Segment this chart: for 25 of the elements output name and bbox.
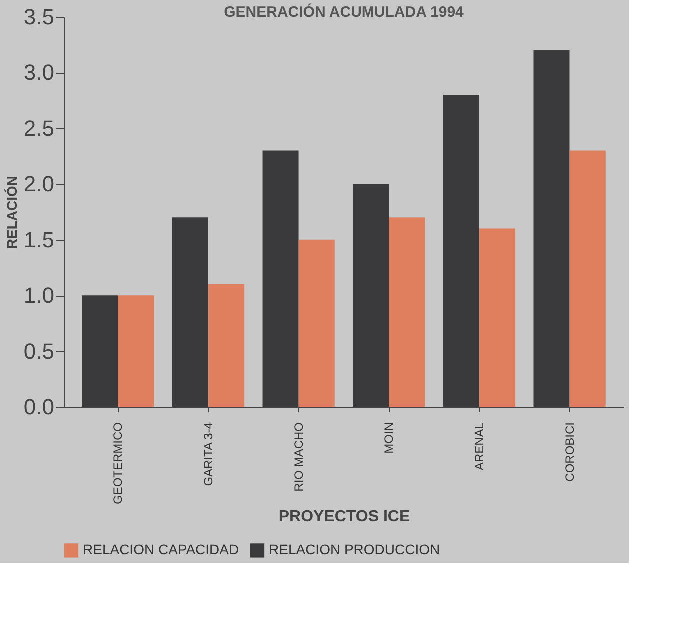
- y-tick-label: 3.0: [24, 60, 54, 86]
- y-tick-label: 0.0: [24, 394, 54, 420]
- x-axis-title: PROYECTOS ICE: [278, 508, 410, 526]
- y-axis-title: RELACIÓN: [4, 176, 20, 250]
- y-tick-label: 0.5: [24, 338, 54, 364]
- y-tick-label: 1.5: [24, 227, 54, 252]
- bar: [208, 284, 245, 407]
- bar: [480, 228, 516, 407]
- x-tick-label: GEOTERMICO: [111, 422, 126, 505]
- y-tick-label: 2.5: [24, 116, 54, 141]
- legend-label: RELACION CAPACIDAD: [83, 542, 240, 558]
- bar: [570, 150, 606, 407]
- bar: [389, 218, 426, 407]
- legend-label: RELACION PRODUCCION: [269, 542, 440, 558]
- x-tick-label: MOIN: [382, 422, 396, 454]
- x-tick-label: RIO MACHO: [292, 422, 306, 492]
- bar: [298, 240, 335, 407]
- x-tick-label: ARENAL: [472, 422, 486, 471]
- x-tick-label: COROBICI: [562, 422, 577, 482]
- y-tick-label: 3.5: [24, 4, 54, 30]
- chart-title: GENERACIÓN ACUMULADA 1994: [224, 3, 465, 21]
- y-tick-label: 1.0: [24, 283, 54, 308]
- bar: [118, 296, 154, 407]
- y-tick-label: 2.0: [24, 172, 54, 197]
- x-tick-label: GARITA 3-4: [202, 422, 216, 486]
